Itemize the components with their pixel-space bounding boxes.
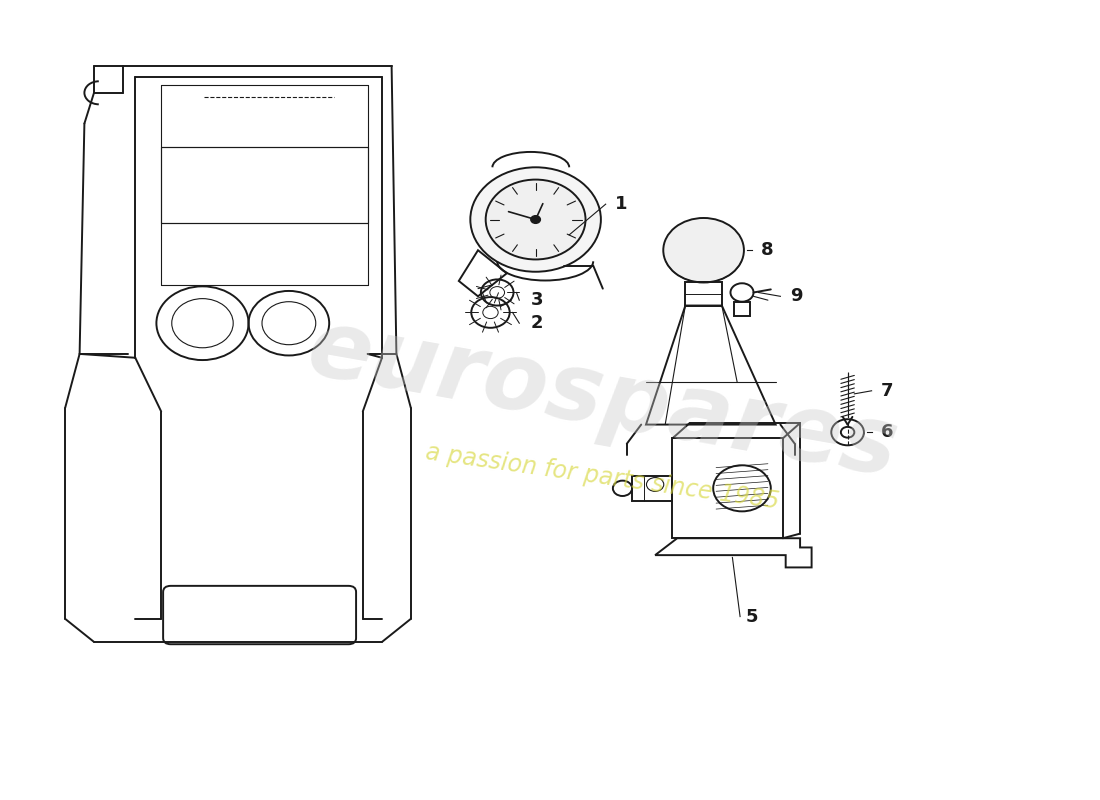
Text: 2: 2: [531, 314, 543, 332]
Bar: [162, 146, 367, 223]
Text: 9: 9: [790, 287, 803, 306]
Bar: [632, 476, 672, 501]
Text: 7: 7: [881, 382, 893, 400]
Circle shape: [663, 218, 744, 282]
Bar: [685, 282, 722, 306]
Text: 3: 3: [531, 291, 543, 309]
Circle shape: [531, 216, 540, 223]
Text: 5: 5: [746, 607, 758, 626]
Text: 1: 1: [615, 195, 628, 213]
Text: a passion for parts since 1985: a passion for parts since 1985: [425, 440, 781, 514]
Text: eurospares: eurospares: [300, 303, 905, 497]
Circle shape: [486, 179, 585, 259]
Circle shape: [471, 167, 601, 272]
Bar: [672, 438, 783, 538]
Text: 8: 8: [761, 242, 773, 259]
Bar: [735, 302, 750, 315]
Text: 6: 6: [881, 423, 893, 442]
